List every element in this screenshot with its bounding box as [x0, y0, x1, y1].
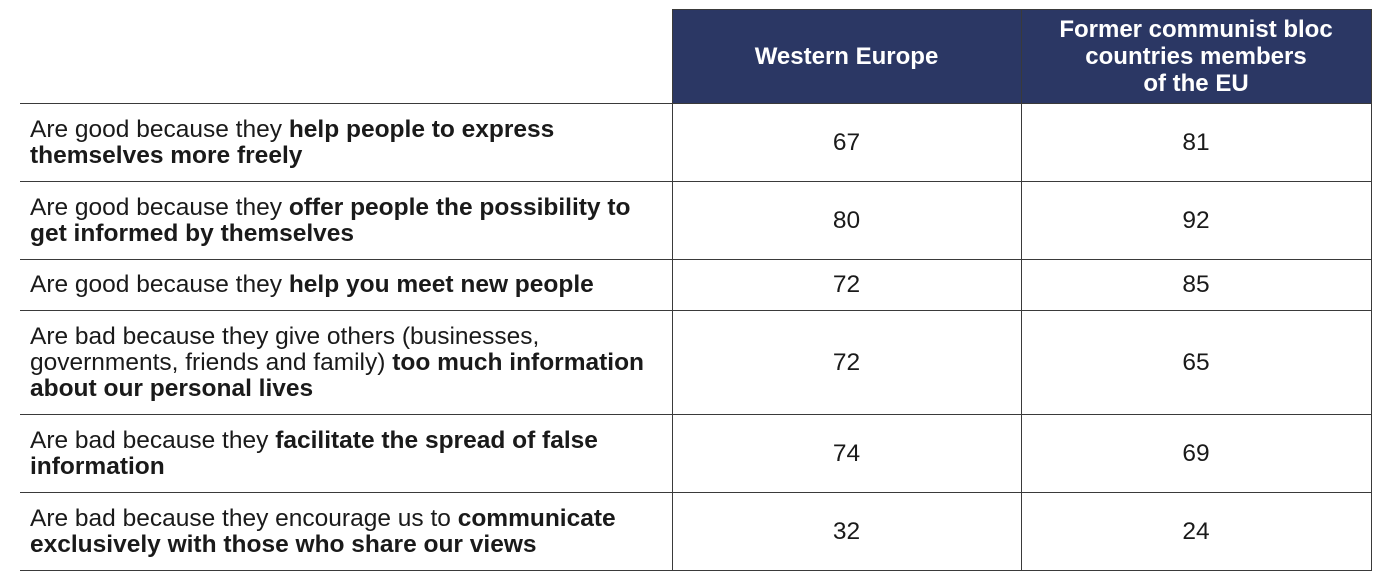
label-text: Are good because they — [30, 271, 282, 298]
row-label: Are bad because they encourage us to com… — [20, 492, 673, 571]
value-cell: 74 — [671, 414, 1022, 493]
value-cell: 69 — [1020, 414, 1372, 493]
label-text: Are bad because they give others (busine… — [30, 322, 540, 376]
table-row: Are good because they offer people the p… — [20, 181, 1372, 260]
label-bold: communicate exclusively with those who s… — [30, 504, 616, 558]
header-line: Former communist bloc — [1059, 16, 1333, 43]
table-row: Are bad because they give others (busine… — [20, 310, 1372, 415]
value-cell: 24 — [1020, 492, 1372, 571]
label-bold: help you meet new people — [288, 271, 594, 298]
table-row: Are good because they help you meet new … — [20, 259, 1372, 311]
column-header: Former communist bloc countries members of… — [1020, 9, 1372, 104]
value-cell: 92 — [1020, 181, 1372, 260]
label-text: Are bad because they — [30, 426, 269, 454]
label-bold: offer people the possibility to get info… — [30, 193, 631, 247]
label-text: Are good because they — [30, 193, 282, 221]
label-bold: facilitate the spread of false informati… — [30, 426, 598, 480]
table-row: Are bad because they encourage us to com… — [20, 492, 1372, 571]
label-bold: help people to express themselves more f… — [30, 115, 555, 169]
label-text: Are good because they — [30, 115, 282, 143]
data-table: Western Europe Former communist bloc count… — [20, 9, 1372, 571]
label-bold: too much information about our personal … — [30, 348, 645, 402]
row-label: Are good because they help people to exp… — [20, 103, 673, 182]
row-label: Are good because they offer people the p… — [20, 181, 673, 260]
value-cell: 85 — [1020, 259, 1372, 311]
value-cell: 80 — [671, 181, 1022, 260]
blank-header — [20, 9, 672, 104]
table-row: Are good because they help people to exp… — [20, 103, 1372, 182]
header-line: Western Europe — [754, 43, 939, 70]
value-cell: 72 — [671, 259, 1022, 311]
label-text: Are bad because they encourage us to — [30, 504, 451, 532]
column-header: Western Europe — [671, 9, 1022, 104]
header-line: of the EU — [1143, 70, 1249, 97]
header-row: Western Europe Former communist bloc count… — [20, 9, 1372, 104]
row-label: Are bad because they facilitate the spre… — [20, 414, 673, 493]
value-cell: 81 — [1020, 103, 1372, 182]
value-cell: 32 — [671, 492, 1022, 571]
header-line: countries members — [1085, 43, 1307, 70]
value-cell: 67 — [671, 103, 1022, 182]
row-label: Are good because they help you meet new … — [20, 259, 673, 311]
table-body: Are good because they help people to exp… — [20, 103, 1372, 571]
row-label: Are bad because they give others (busine… — [20, 310, 673, 415]
table-row: Are bad because they facilitate the spre… — [20, 414, 1372, 493]
value-cell: 72 — [671, 310, 1022, 415]
value-cell: 65 — [1020, 310, 1372, 415]
